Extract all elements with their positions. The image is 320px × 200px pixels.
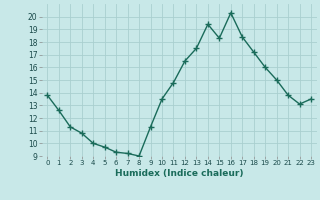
X-axis label: Humidex (Indice chaleur): Humidex (Indice chaleur) [115,169,244,178]
